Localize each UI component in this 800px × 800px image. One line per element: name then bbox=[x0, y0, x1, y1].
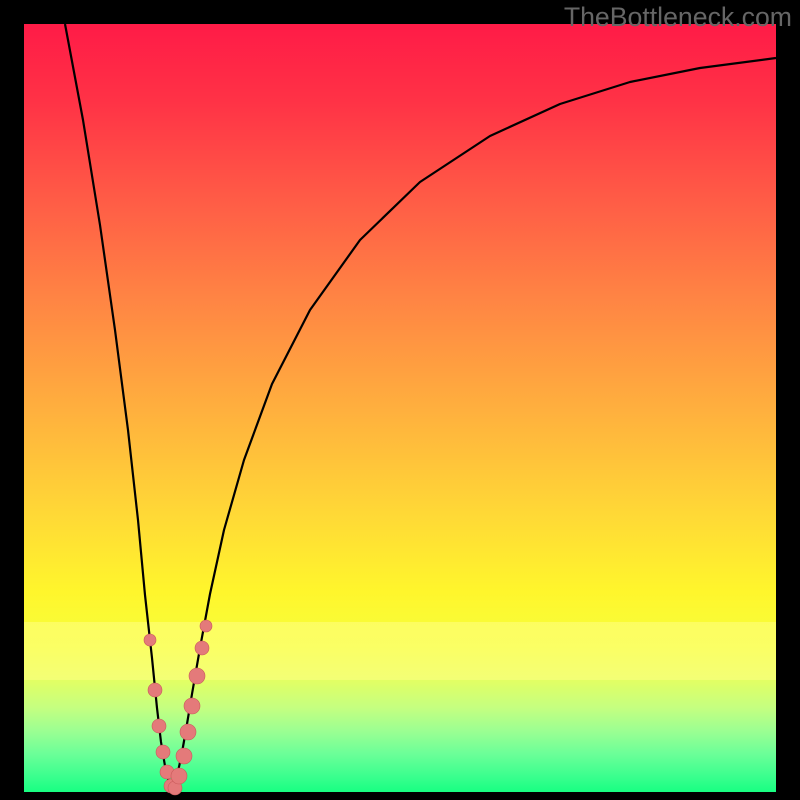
data-marker bbox=[152, 719, 166, 733]
data-marker bbox=[195, 641, 209, 655]
data-marker bbox=[144, 634, 156, 646]
data-marker bbox=[189, 668, 205, 684]
data-marker bbox=[148, 683, 162, 697]
data-marker bbox=[176, 748, 192, 764]
data-marker bbox=[180, 724, 196, 740]
watermark-text: TheBottleneck.com bbox=[564, 2, 792, 33]
data-marker bbox=[184, 698, 200, 714]
chart-container: TheBottleneck.com bbox=[0, 0, 800, 800]
data-marker bbox=[156, 745, 170, 759]
data-marker bbox=[200, 620, 212, 632]
bottleneck-chart bbox=[0, 0, 800, 800]
highlight-band bbox=[24, 622, 776, 680]
data-marker bbox=[171, 768, 187, 784]
